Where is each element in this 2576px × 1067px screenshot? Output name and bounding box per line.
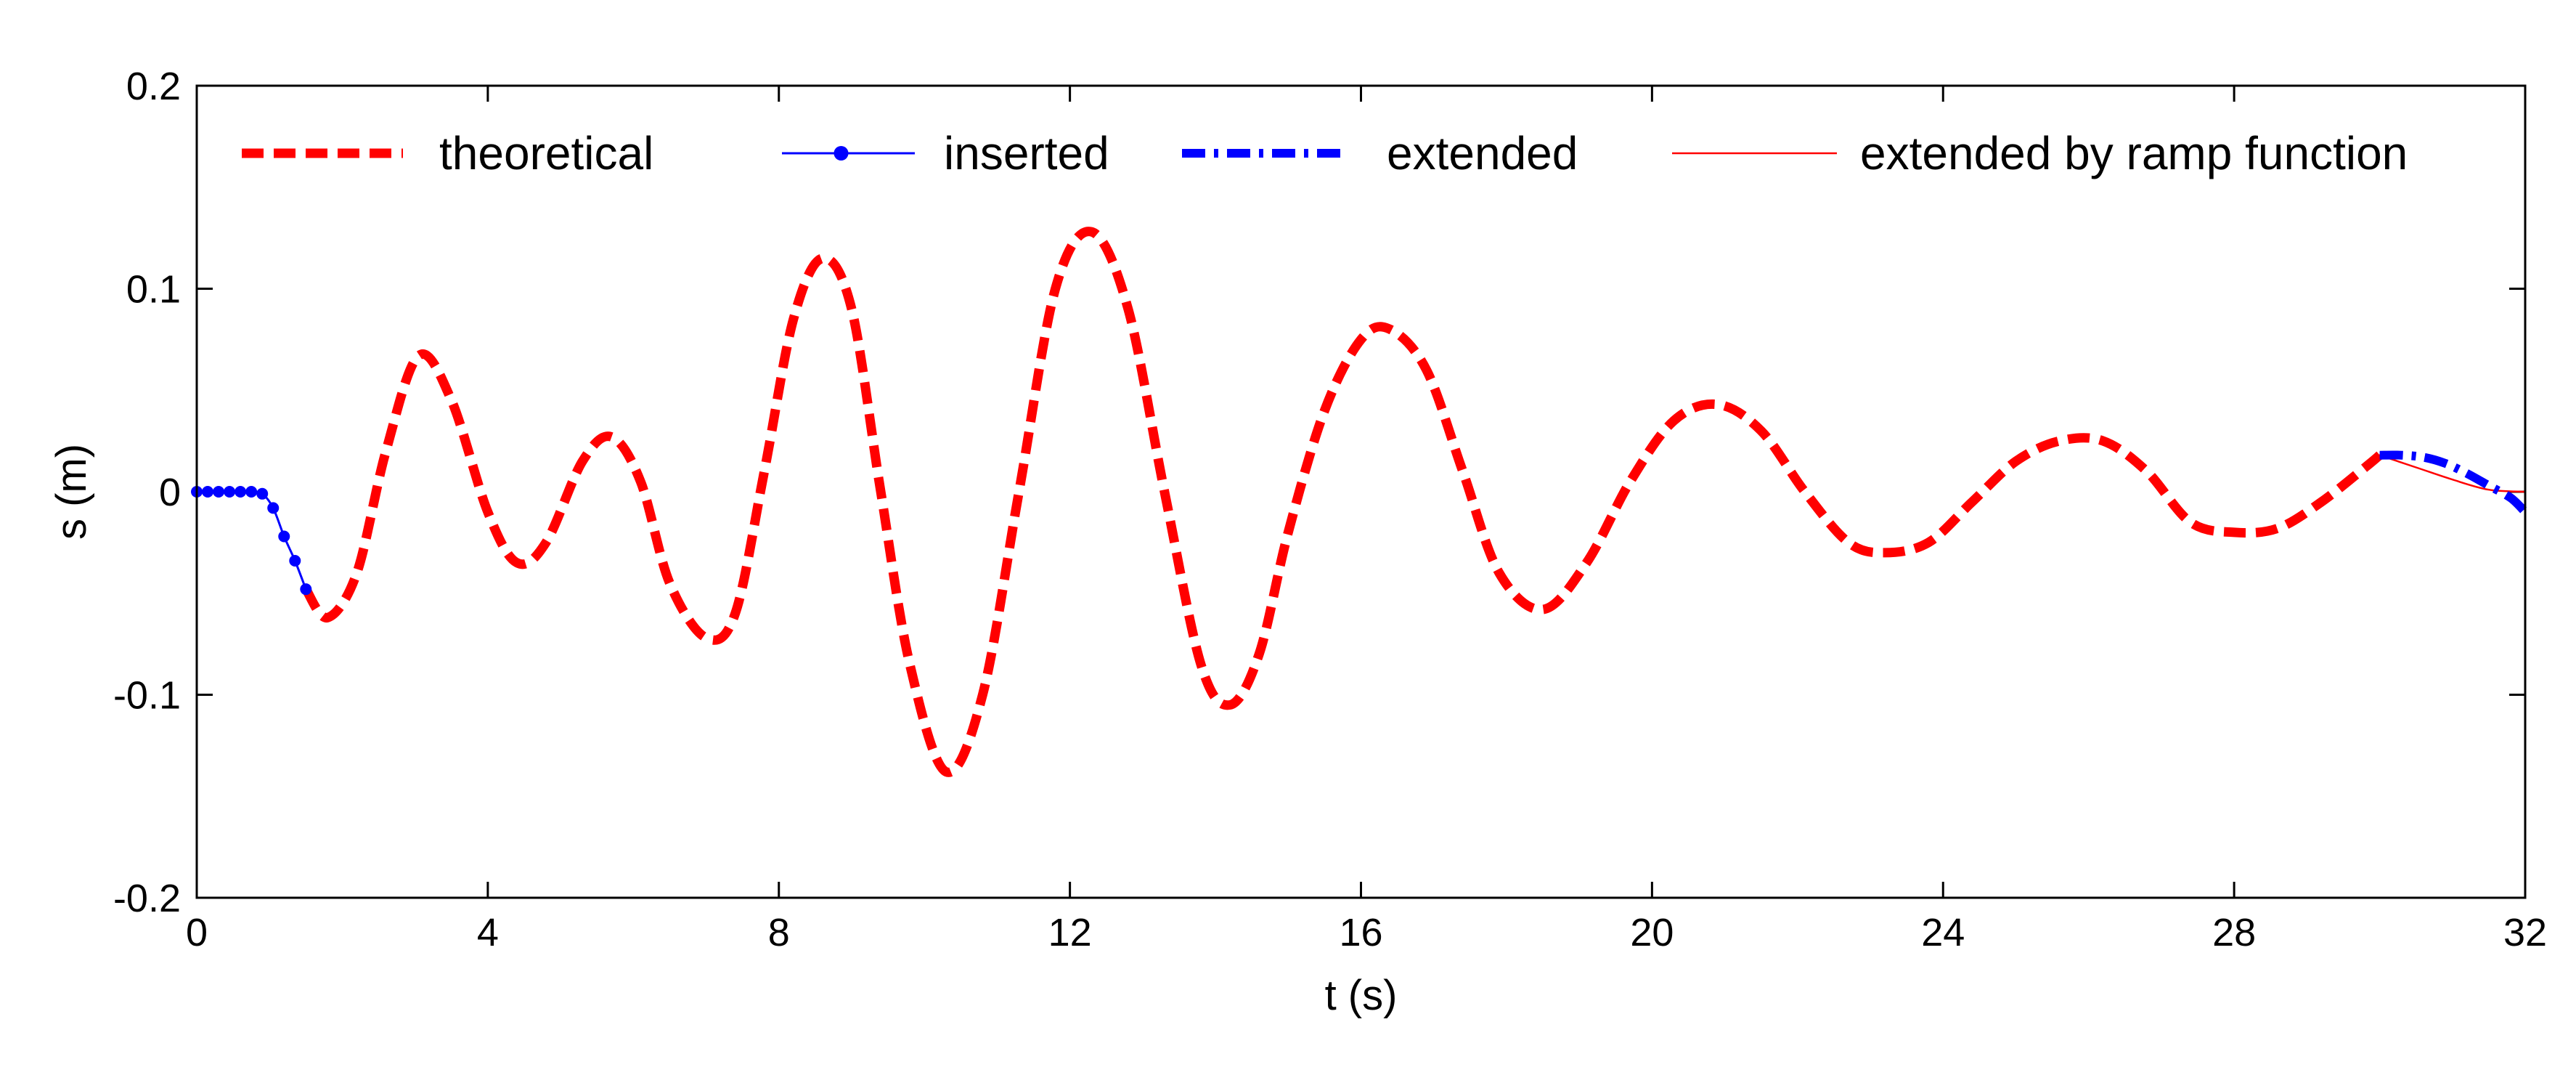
data-point-inserted — [267, 502, 280, 514]
x-axis-label: t (s) — [1325, 972, 1398, 1019]
legend-marker-inserted — [833, 146, 849, 161]
x-tick-label: 20 — [1630, 911, 1674, 954]
y-tick-label: 0.2 — [126, 65, 181, 108]
x-tick-label: 8 — [768, 911, 790, 954]
x-tick-label: 24 — [1921, 911, 1965, 954]
legend-label-ramp: extended by ramp function — [1860, 127, 2408, 179]
tick-labels: 0 4 8 12 16 20 24 28 32 -0.2 -0.1 0 0.1 0.2 — [113, 65, 2547, 954]
x-tick-label: 32 — [2503, 911, 2547, 954]
x-tick-label: 12 — [1048, 911, 1092, 954]
data-point-inserted — [245, 486, 258, 498]
legend-label-extended: extended — [1387, 127, 1578, 179]
y-tick-label: -0.2 — [113, 877, 181, 920]
y-tick-label: 0 — [159, 471, 181, 514]
x-tick-label: 28 — [2212, 911, 2256, 954]
y-axis-label: s (m) — [48, 444, 95, 540]
data-point-inserted — [202, 486, 214, 498]
series-line-extended-by-ramp-function — [2379, 454, 2527, 493]
data-point-inserted — [289, 555, 301, 567]
data-point-inserted — [213, 486, 225, 498]
x-tick-label: 4 — [477, 911, 499, 954]
legend: theoretical inserted extended extended b… — [242, 127, 2408, 179]
data-point-inserted — [300, 583, 312, 596]
data-point-inserted — [235, 486, 247, 498]
legend-label-theoretical: theoretical — [439, 127, 653, 179]
plot-area-frame — [195, 84, 2527, 899]
legend-label-inserted: inserted — [944, 127, 1109, 179]
y-tick-label: 0.1 — [126, 268, 181, 312]
data-point-inserted — [256, 487, 269, 500]
series-line-extended — [2379, 450, 2529, 516]
y-tick-label: -0.1 — [113, 674, 181, 718]
data-point-inserted — [224, 486, 236, 498]
x-tick-label: 0 — [186, 911, 208, 954]
x-tick-label: 16 — [1339, 911, 1382, 954]
series-layer — [191, 227, 2529, 777]
data-point-inserted — [278, 530, 290, 543]
